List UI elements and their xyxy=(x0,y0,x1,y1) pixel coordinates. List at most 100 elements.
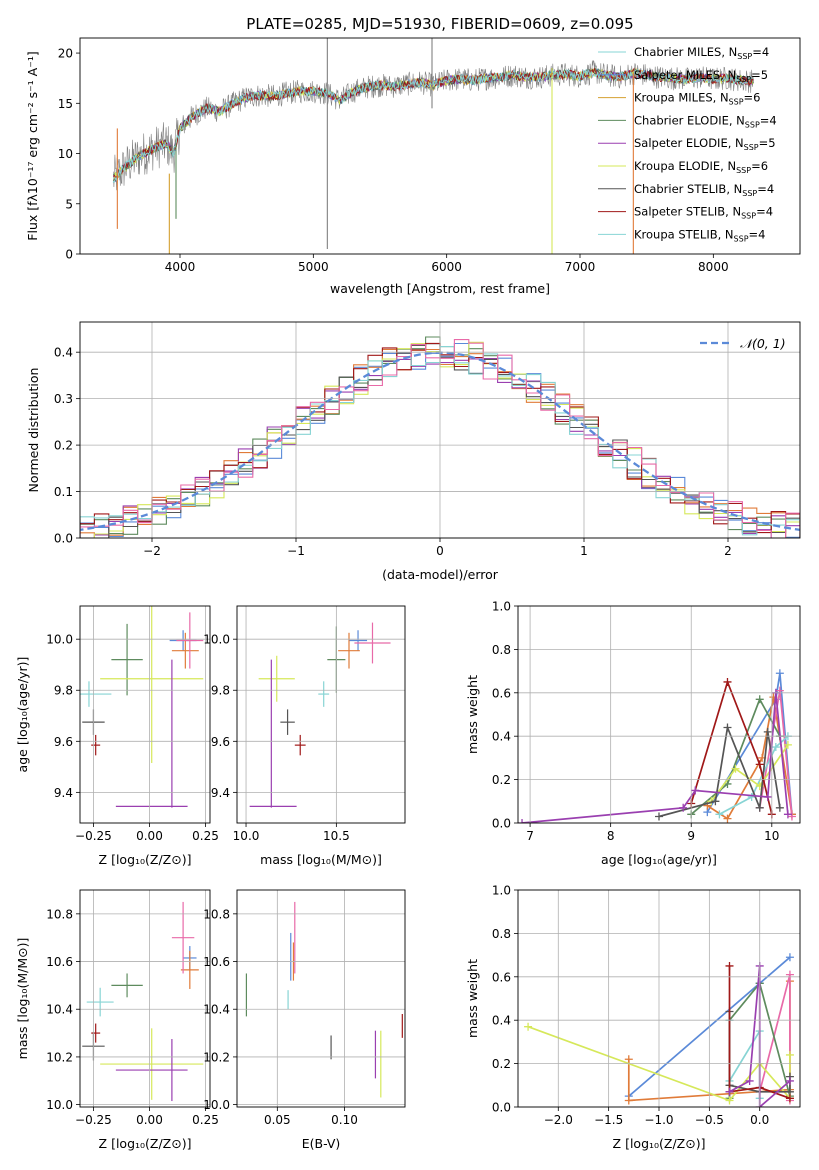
axes-frame xyxy=(79,321,801,539)
spectrum-panel: 4000 5000 6000 7000 8000 0 5 10 15 20 Chabrier MIL… xyxy=(25,15,801,296)
x-axis-label: age [log₁₀(age/yr)] xyxy=(601,852,717,867)
weight-marker xyxy=(771,743,780,752)
weight-marker xyxy=(723,814,732,823)
x-tick-label: 5000 xyxy=(298,260,329,274)
weight-series xyxy=(518,688,792,823)
y-tick-label: 9.4 xyxy=(54,786,73,800)
weight-series xyxy=(755,686,796,821)
weight-marker xyxy=(731,764,740,773)
x-tick-label: 9 xyxy=(687,829,695,843)
y-tick-label: 0.6 xyxy=(492,970,511,984)
weight-marker xyxy=(755,803,764,812)
y-tick-label: 0.0 xyxy=(54,532,73,546)
y-tick-label: 10.0 xyxy=(46,633,73,647)
weight-marker xyxy=(775,669,784,678)
x-tick-label: 0 xyxy=(436,544,444,558)
y-tick-label: 0.8 xyxy=(492,927,511,941)
y-tick-label: 10.6 xyxy=(46,955,73,969)
weight-marker xyxy=(775,686,784,695)
weight-marker xyxy=(518,819,527,823)
x-tick-label: 0.25 xyxy=(192,1113,219,1127)
weight-marker xyxy=(775,803,784,812)
x-tick-label: 4000 xyxy=(165,260,196,274)
x-tick-label: 8 xyxy=(607,829,615,843)
data-point xyxy=(180,950,199,989)
axes-frame xyxy=(517,605,801,824)
y-tick-label: 0.4 xyxy=(492,1014,511,1028)
x-tick-label: 0.00 xyxy=(136,829,163,843)
x-tick-label: 6000 xyxy=(431,260,462,274)
weight-line xyxy=(690,697,781,815)
y-tick-label: 9.6 xyxy=(54,735,73,749)
plot-area xyxy=(80,606,204,808)
data-point xyxy=(100,1028,204,1100)
y-axis-label: mass weight xyxy=(465,675,480,754)
y-tick-label: 0.6 xyxy=(492,686,511,700)
y-axis-label: mass weight xyxy=(465,959,480,1038)
x-tick-label: −1.5 xyxy=(594,1113,623,1127)
y-axis-label: mass [log₁₀(M/M⊙)] xyxy=(15,938,30,1060)
weight-marker xyxy=(785,970,794,979)
x-tick-label: −2.0 xyxy=(544,1113,573,1127)
weight-marker xyxy=(745,1076,754,1085)
weight-marker xyxy=(747,792,756,801)
y-tick-label: 0.4 xyxy=(492,730,511,744)
data-point xyxy=(111,623,143,696)
data-point xyxy=(100,606,204,764)
x-axis-label: Z [log₁₀(Z/Z⊙)] xyxy=(99,1136,192,1151)
plot-area xyxy=(82,901,204,1102)
axes-frame xyxy=(79,889,211,1108)
weight-marker xyxy=(763,727,772,736)
x-axis-label: (data-model)/error xyxy=(382,567,499,582)
data-point xyxy=(171,632,199,669)
y-tick-label: 10.2 xyxy=(46,1050,73,1064)
y-tick-label: 0.2 xyxy=(54,439,73,453)
legend-entry: Salpeter ELODIE, NSSP=5 xyxy=(634,136,776,152)
y-tick-label: 0.8 xyxy=(492,643,511,657)
weight-marker xyxy=(723,723,732,732)
weight-marker xyxy=(655,812,663,821)
y-axis-label: age [log₁₀(age/yr)] xyxy=(15,657,30,773)
weight-marker xyxy=(783,810,792,819)
weight-line xyxy=(658,724,781,818)
legend-entry: Chabrier STELIB, NSSP=4 xyxy=(634,182,774,198)
x-tick-label: 0.05 xyxy=(264,1113,291,1127)
data-point xyxy=(176,612,204,669)
data-point xyxy=(91,1023,101,1043)
weight-marker xyxy=(711,797,720,806)
weight-marker xyxy=(723,677,732,686)
y-tick-label: 0.4 xyxy=(54,346,73,360)
weight-marker xyxy=(725,1087,734,1096)
axes-frame xyxy=(79,37,801,255)
weight-series xyxy=(687,695,784,819)
data-point xyxy=(338,632,360,669)
y-axis-label: Flux [fλ10⁻¹⁷ erg cm⁻² s⁻¹ A⁻¹] xyxy=(25,51,40,240)
x-tick-label: 10.5 xyxy=(323,829,350,843)
x-axis-label: Z [log₁₀(Z/Z⊙)] xyxy=(99,852,192,867)
legend-entry: Chabrier ELODIE, NSSP=4 xyxy=(634,113,777,129)
x-axis-label: E(B-V) xyxy=(302,1136,341,1151)
y-tick-label: 9.8 xyxy=(211,684,230,698)
y-tick-label: 10.8 xyxy=(46,907,73,921)
legend-entry: Salpeter MILES, NSSP=5 xyxy=(634,68,768,84)
model-spectrum xyxy=(112,68,754,183)
x-tick-label: −0.25 xyxy=(75,829,112,843)
x-tick-label: 0.0 xyxy=(750,1113,769,1127)
histogram-legend: 𝒩(0, 1) xyxy=(700,336,786,351)
spectrum-legend: Chabrier MILES, NSSP=4 Salpeter MILES, NS… xyxy=(598,45,777,243)
x-tick-label: 10.0 xyxy=(233,829,260,843)
data-point xyxy=(349,630,368,651)
weight-marker xyxy=(715,810,724,819)
data-point xyxy=(318,681,330,707)
y-tick-label: 0.2 xyxy=(492,773,511,787)
x-tick-label: 0.00 xyxy=(136,1113,163,1127)
weight-line xyxy=(706,673,793,815)
weight-series xyxy=(655,723,784,821)
legend-entry: Kroupa STELIB, NSSP=4 xyxy=(634,227,765,243)
weight-marker xyxy=(785,953,794,962)
y-tick-label: 10.6 xyxy=(203,955,230,969)
weight-marker xyxy=(691,786,700,795)
chart-title: PLATE=0285, MJD=51930, FIBERID=0609, z=0… xyxy=(246,15,633,33)
data-point xyxy=(171,901,195,974)
